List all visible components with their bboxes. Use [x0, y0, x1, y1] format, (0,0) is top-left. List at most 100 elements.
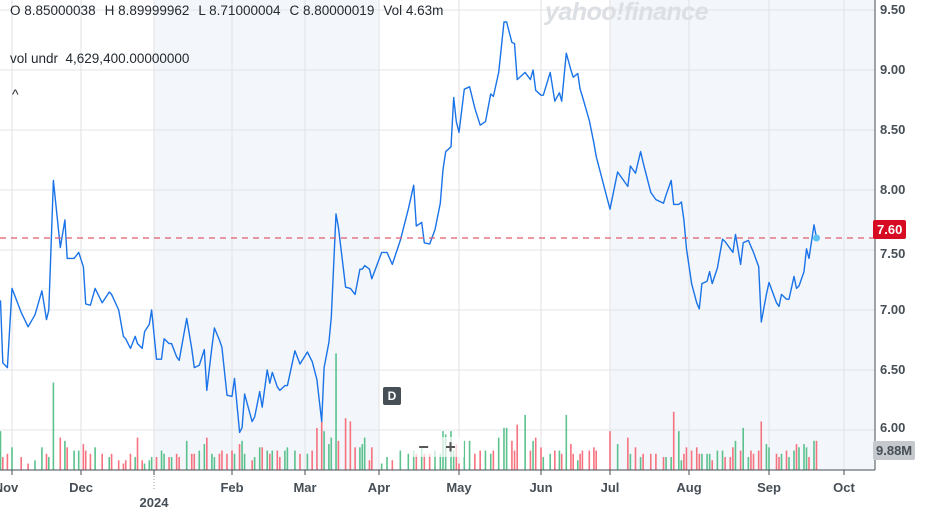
volume-bar [34, 460, 36, 470]
volume-bar [721, 450, 724, 470]
volume-bar [150, 457, 153, 470]
volume-bar [190, 453, 193, 470]
volume-bar [505, 427, 508, 470]
volume-bar [588, 450, 591, 470]
volume-bar [134, 457, 136, 470]
volume-bar [540, 447, 542, 470]
volume-bar [428, 453, 431, 470]
volume-bar [685, 447, 688, 470]
volume-bar [739, 450, 742, 470]
x-tick-label: Sep [757, 480, 781, 495]
volume-value: Vol 4.63m [383, 3, 444, 18]
volume-bar [534, 437, 537, 470]
zoom-out-button[interactable]: − [418, 436, 429, 457]
volume-bar [407, 453, 410, 470]
volume-bar [629, 453, 632, 470]
volume-bar [258, 447, 261, 470]
x-tick-label: Jun [529, 480, 553, 495]
volume-bar [757, 450, 760, 470]
volume-bar [595, 450, 597, 470]
volume-bar [266, 450, 269, 470]
volume-bar [206, 437, 208, 470]
drawing-tool-button[interactable]: D [383, 387, 401, 405]
volume-bar [793, 450, 795, 470]
volume-bar [655, 453, 657, 470]
y-tick-label: 9.50 [880, 2, 906, 17]
volume-bar [765, 444, 768, 470]
volume-bar [328, 444, 330, 470]
volume-bar [178, 457, 180, 470]
volume-bar [335, 353, 337, 470]
volume-bar [101, 453, 103, 470]
volume-bar [2, 457, 4, 470]
volume-bar [0, 431, 2, 470]
volume-bar [639, 457, 642, 470]
y-tick-label: 7.50 [880, 246, 906, 261]
volume-bar [452, 450, 455, 470]
volume-bar [294, 450, 296, 470]
volume-bar [211, 453, 213, 470]
collapse-legend-button[interactable]: ^ [12, 86, 19, 102]
volume-max-badge: 9.88M [873, 441, 916, 460]
year-label: 2024 [139, 495, 169, 510]
volume-bar [798, 447, 800, 470]
volume-bar [160, 450, 163, 470]
volume-bar [268, 453, 271, 470]
x-tick-label: Feb [220, 480, 244, 495]
volume-bar [221, 450, 223, 470]
volume-bar [311, 450, 313, 470]
volume-bar [330, 437, 333, 470]
volume-bar [48, 457, 50, 470]
volume-bar [708, 453, 711, 470]
volume-bar [747, 457, 750, 470]
volume-bar [698, 453, 701, 470]
volume-bar [579, 453, 581, 470]
volume-bar [565, 414, 568, 470]
close-value: C 8.80000019 [289, 3, 375, 18]
volume-bar [463, 440, 466, 470]
volume-bar [412, 450, 415, 470]
volume-bar [361, 444, 364, 470]
volume-bar [45, 453, 48, 470]
volume-bar [609, 431, 611, 470]
zoom-controls: − + [410, 437, 464, 457]
high-value: H 8.89999962 [104, 3, 190, 18]
volume-bar [368, 460, 371, 470]
volume-bar [306, 453, 309, 470]
volume-bar [649, 453, 652, 470]
zoom-in-button[interactable]: + [445, 436, 456, 457]
volume-bar [354, 447, 356, 470]
volume-bar [117, 460, 120, 470]
volume-bar [238, 444, 241, 470]
volume-bar [474, 453, 476, 470]
volume-bar [359, 447, 361, 470]
volume-bar [524, 414, 526, 470]
volume-bar [805, 447, 808, 470]
volume-bar [349, 421, 352, 470]
volume-bar [690, 450, 693, 470]
volume-bar [742, 427, 744, 470]
volume-bar [213, 457, 216, 470]
volume-bar [503, 427, 505, 470]
x-tick-label: Jul [600, 480, 620, 495]
volume-bar [231, 450, 233, 470]
volume-bar [808, 457, 810, 470]
volume-bar [129, 453, 132, 470]
volume-bar [148, 460, 151, 470]
volume-bar [701, 453, 703, 470]
volume-bar [768, 447, 770, 470]
volume-bar [434, 450, 436, 470]
current-price-badge: 7.60 [873, 220, 907, 239]
volume-underlay-legend: vol undr 4,629,400.00000000 [10, 51, 190, 66]
volume-bar [581, 450, 584, 470]
volume-bar [251, 460, 253, 470]
x-tick-label: Oct [833, 480, 855, 495]
price-line [0, 21, 818, 434]
volume-bar [497, 437, 500, 470]
y-tick-label: 6.00 [880, 420, 906, 435]
volume-bar [11, 447, 13, 470]
volume-bar [320, 421, 323, 470]
volume-bar [124, 460, 127, 470]
y-tick-label: 8.50 [880, 122, 906, 137]
